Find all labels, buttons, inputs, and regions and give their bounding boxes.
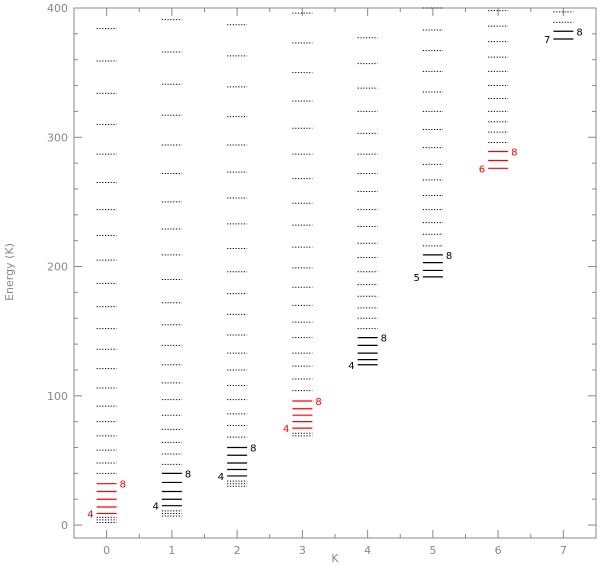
x-tick-label: 1: [168, 544, 175, 557]
x-tick-label: 4: [364, 544, 371, 557]
y-axis-title: Energy (K): [3, 243, 16, 301]
high-level-label: 8: [185, 469, 191, 480]
x-tick-label: 0: [103, 544, 110, 557]
x-axis-title: K: [331, 552, 339, 565]
x-tick-label: 7: [560, 544, 567, 557]
axis-ticks: 0 100 200 300 400 0 1 2 3 4 5 6 7: [47, 2, 596, 557]
x-tick-label: 2: [234, 544, 241, 557]
x-tick-label: 6: [495, 544, 502, 557]
high-level-label: 8: [250, 444, 256, 455]
low-level-label: 4: [348, 361, 354, 372]
x-tick-label: 3: [299, 544, 306, 557]
low-level-label: 4: [218, 472, 224, 483]
low-level-label: 4: [283, 424, 289, 435]
y-tick-label: 200: [47, 261, 68, 274]
high-level-label: 8: [446, 251, 452, 262]
plot-frame: [73, 7, 597, 539]
high-level-label: 8: [120, 480, 126, 491]
low-level-label: 4: [87, 509, 93, 520]
low-level-label: 6: [479, 164, 485, 175]
low-level-label: 5: [414, 273, 420, 284]
low-level-label: 4: [153, 502, 159, 513]
high-level-label: 8: [381, 334, 387, 345]
low-level-label: 7: [544, 35, 550, 46]
energy-levels: [96, 7, 574, 523]
high-level-label: 8: [315, 397, 321, 408]
y-tick-label: 100: [47, 390, 68, 403]
x-tick-label: 5: [429, 544, 436, 557]
high-level-label: 8: [576, 27, 582, 38]
y-tick-label: 0: [61, 519, 68, 532]
high-level-label: 8: [511, 147, 517, 158]
level-labels: 4 8 4 8 4 8 4 8 4 8 5 8 6 8 7 8: [87, 27, 583, 520]
y-tick-label: 400: [47, 2, 68, 15]
y-tick-label: 300: [47, 131, 68, 144]
